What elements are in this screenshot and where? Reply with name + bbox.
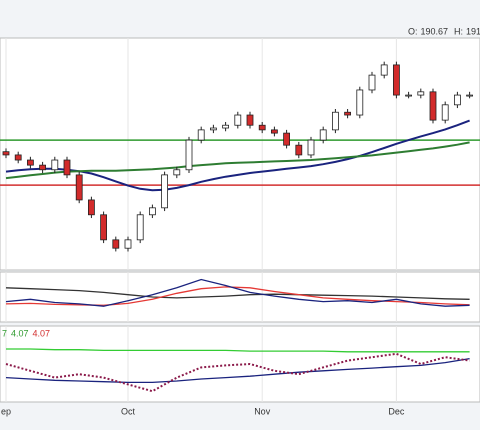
candle-body (441, 104, 449, 121)
candle-body (100, 214, 107, 241)
x-tick-label: Oct (121, 406, 136, 416)
candle-body (2, 151, 10, 156)
candle-body (63, 159, 71, 176)
candle-body (148, 207, 156, 216)
candle-body (185, 139, 193, 171)
header-text: 190.67 (421, 26, 449, 36)
moving-average (5, 141, 470, 180)
candle-body (380, 64, 388, 76)
candle-body (270, 129, 278, 134)
candle-body (417, 91, 425, 96)
candle-body (112, 239, 120, 249)
indicator-line (5, 287, 470, 300)
indicator-panel-2 (0, 325, 480, 403)
x-tick-label: Dec (388, 406, 405, 416)
header-text: O: (408, 26, 418, 36)
candle-body (51, 159, 59, 171)
candle-body (429, 91, 437, 121)
candle-body (258, 124, 266, 131)
candle-body (136, 214, 144, 241)
candle-body (246, 114, 254, 126)
candle-body (14, 154, 22, 161)
indicator-line (5, 352, 470, 393)
candle-body (453, 94, 461, 106)
indicator-line (5, 357, 470, 384)
candle-body (295, 144, 303, 156)
indicator-label: 4.07 (11, 328, 29, 338)
candle-body (222, 124, 230, 129)
x-tick-label: ep (1, 406, 11, 416)
candle-body (307, 139, 315, 156)
candle-body (209, 127, 217, 131)
price-panel (0, 37, 480, 271)
candle-body (173, 169, 181, 176)
candle-body (26, 159, 34, 166)
candle-body (319, 129, 327, 141)
candle-body (392, 64, 400, 96)
candle-body (75, 174, 83, 201)
header-text: H: (454, 26, 463, 36)
header-text: 191 (466, 26, 480, 36)
candle-body (197, 129, 205, 141)
candle-body (234, 114, 242, 126)
candle-body (88, 199, 95, 216)
candle-body (368, 74, 376, 91)
indicator-line (5, 278, 470, 307)
candle-body (405, 94, 413, 97)
candle-body (39, 164, 46, 171)
candle-body (283, 132, 291, 146)
indicator-label: 7 (2, 328, 7, 338)
candle-body (161, 174, 169, 209)
x-tick-label: Nov (254, 406, 271, 416)
indicator-line (6, 348, 470, 353)
candle-body (466, 94, 474, 97)
candle-body (124, 239, 132, 249)
candle-body (356, 89, 364, 116)
candle-body (344, 111, 352, 116)
candle-body (331, 111, 339, 131)
indicator-label: 4.07 (33, 328, 51, 338)
